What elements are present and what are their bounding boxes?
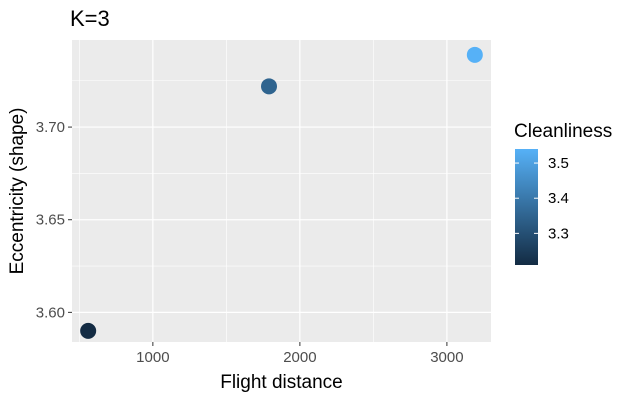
y-tick-label: 3.65 [36,212,65,229]
legend: Cleanliness 3.3 3.4 3.5 [514,121,612,265]
grid-major [72,40,491,342]
legend-tick-label: 3.3 [548,225,569,242]
y-tick-label: 3.60 [36,304,65,321]
legend-ticks: 3.3 3.4 3.5 [515,155,569,242]
x-axis-title: Flight distance [220,372,343,393]
data-point [466,46,483,63]
x-tick-label: 3000 [430,349,463,366]
legend-colorbar [515,149,538,265]
legend-title: Cleanliness [514,121,612,142]
data-point [80,322,97,339]
data-point [261,78,278,95]
grid-minor [72,40,491,342]
plot-panel [72,40,491,342]
x-tick-labels: 1000 2000 3000 [136,349,463,366]
x-tick-label: 1000 [136,349,169,366]
axis-ticks [68,126,448,346]
y-tick-labels: 3.60 3.65 3.70 [36,119,65,321]
legend-tick-label: 3.4 [548,190,569,207]
x-tick-label: 2000 [283,349,316,366]
data-points [80,46,483,339]
y-axis-title: Eccentricity (shape) [7,108,28,275]
chart-title: K=3 [70,6,110,31]
y-tick-label: 3.70 [36,119,65,136]
legend-tick-label: 3.5 [548,155,569,172]
